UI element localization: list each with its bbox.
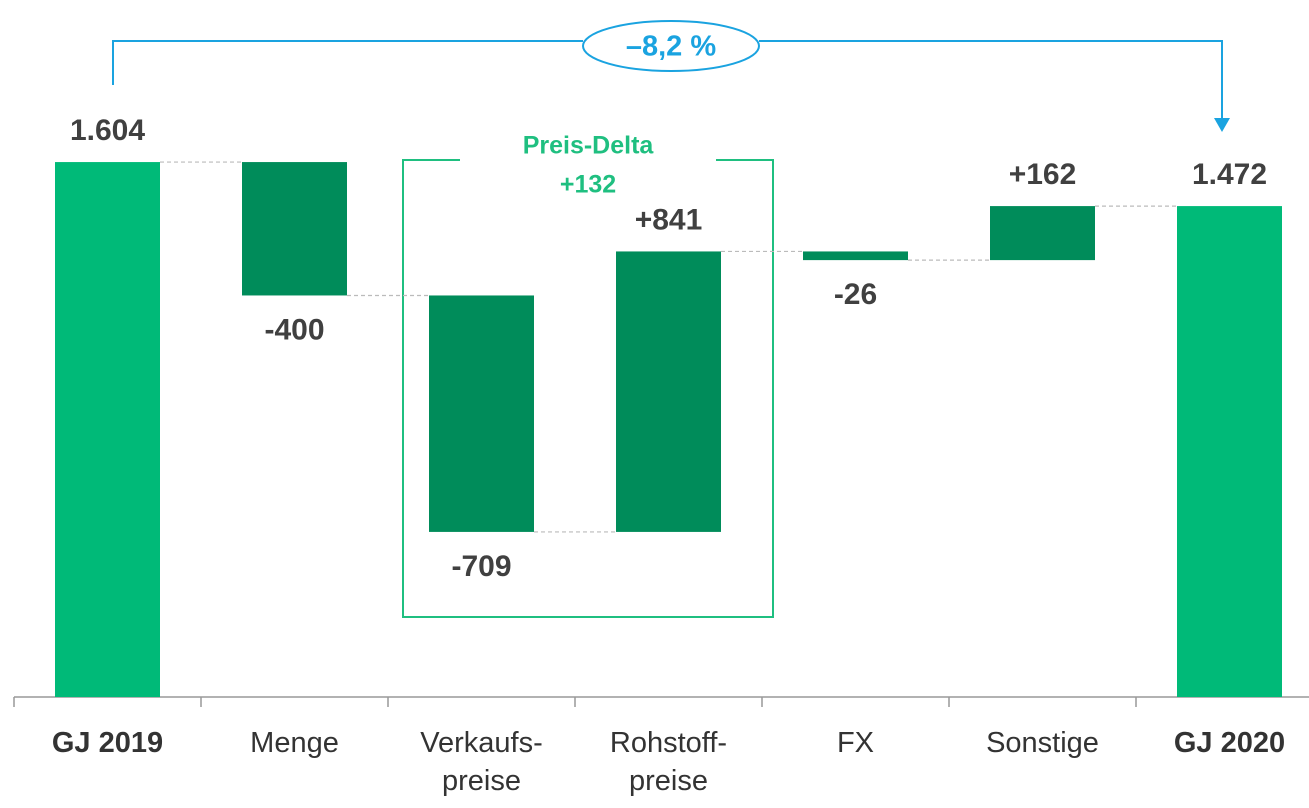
bar [803,251,908,261]
group-value: +132 [560,171,616,199]
bar [616,251,721,532]
category-label: Verkaufs- preise [420,727,543,797]
value-label: +162 [1009,158,1077,191]
value-label: 1.604 [70,114,145,147]
value-label: -26 [834,278,877,311]
category-label: Menge [250,727,339,759]
value-label: -400 [264,313,324,346]
change-arrowhead [1214,118,1230,132]
value-label: -709 [451,550,511,583]
category-label: FX [836,727,875,759]
change-label: –8,2 % [626,31,716,63]
category-label: GJ 2020 [1173,727,1286,759]
bar [1177,206,1282,697]
bar [55,162,160,698]
bar [242,162,347,296]
value-label: 1.472 [1192,158,1267,191]
group-title: Preis-Delta [523,132,655,160]
bar [990,206,1095,261]
group-bracket [402,159,774,618]
bar [429,295,534,532]
change-bracket [112,40,1223,120]
category-label: Rohstoff- preise [609,727,728,797]
category-label: GJ 2019 [51,727,164,759]
change-ellipse [582,20,760,72]
value-label: +841 [635,203,703,236]
category-label: Sonstige [986,727,1099,759]
